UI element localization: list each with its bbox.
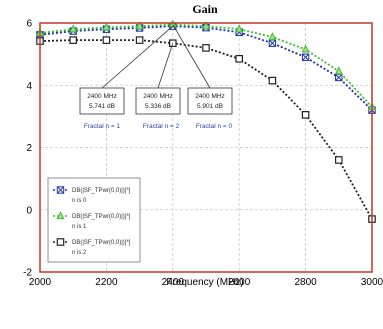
marker-label: Fractal n = 0 [196,123,233,130]
data-point-series-1 [301,44,310,53]
legend-swatch-marker [56,238,65,246]
marker-leader-line [172,24,211,89]
marker-box [187,87,233,115]
marker-gain-value: 5.741 dB [89,103,115,110]
marker-frequency: 2400 MHz [87,93,117,100]
legend-swatch-marker [56,211,65,220]
x-tick-label: 2000 [29,277,52,288]
data-point-series-2 [102,36,111,44]
legend-series-name: DB(|SF_TPwr(0,0)|)[*] [72,214,131,220]
marker-gain-value: 5.336 dB [145,103,171,110]
x-tick-label: 2200 [95,277,118,288]
legend-series-sub: n is 2 [72,250,87,256]
data-point-series-1 [201,21,211,30]
data-point-series-0 [335,73,343,82]
legend: DB(|SF_TPwr(0,0)|)[*]n is 0DB(|SF_TPwr(0… [47,177,141,263]
marker-box [135,87,181,115]
y-tick-labels: -2 0 2 4 6 [23,19,32,279]
legend-swatch-marker [56,186,65,194]
legend-series-sub: n is 0 [72,198,87,204]
marker-box [79,87,125,115]
marker-frequency: 2400 MHz [195,93,225,100]
data-point-series-2 [335,156,343,164]
x-tick-label: 2400 [162,277,185,288]
marker-leader-line [101,25,174,89]
x-tick-label: 2600 [228,277,251,288]
marker-leader-line [157,43,174,89]
legend-series-sub: n is 1 [72,224,87,230]
y-tick-label: 0 [26,205,32,216]
y-tick-label: 6 [26,19,32,30]
data-point-series-0 [268,39,277,47]
data-point-series-1 [334,66,343,75]
y-tick-label: 2 [26,143,32,154]
chart-title: Gain [192,2,218,16]
legend-series-name: DB(|SF_TPwr(0,0)|)[*] [72,240,131,246]
data-point-series-2 [202,44,210,52]
data-point-series-2 [69,36,78,44]
marker-label: Fractal n = 2 [143,123,180,130]
x-tick-labels: 2000 2200 2400 2600 2800 3000 [29,277,383,288]
data-point-series-0 [301,53,310,61]
x-axis-label: Frequency (MHz) [166,277,243,288]
y-tick-label: -2 [23,268,32,279]
x-tick-label: 2800 [294,277,317,288]
marker-label: Fractal n = 1 [84,123,121,130]
data-point-series-1 [235,24,244,33]
data-point-series-1 [268,32,277,41]
data-point-series-1 [69,24,78,33]
marker-gain-value: 5.901 dB [197,103,223,110]
data-point-series-1 [102,22,111,31]
y-tick-label: 4 [26,81,32,92]
legend-series-name: DB(|SF_TPwr(0,0)|)[*] [72,188,131,194]
data-point-series-2 [301,111,310,119]
marker-callouts: 2400 MHz 5.741 dB Fractal n = 1 2400 MHz 5.3… [79,24,233,130]
data-point-series-1 [135,21,144,30]
marker-frequency: 2400 MHz [143,93,173,100]
data-point-series-2 [268,76,277,85]
data-point-series-2 [135,36,144,44]
plot-frame [39,22,373,273]
x-tick-label: 3000 [361,277,383,288]
data-point-series-1 [168,19,177,28]
data-point-series-2 [235,54,244,63]
